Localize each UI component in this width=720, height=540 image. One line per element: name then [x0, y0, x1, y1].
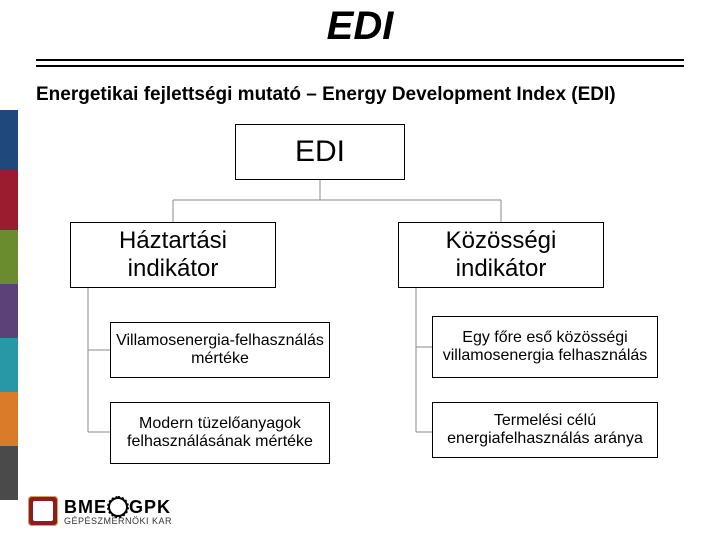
logo-bme: BME: [64, 498, 107, 516]
color-tab: [0, 110, 18, 170]
node-household: Háztartási indikátor: [70, 222, 276, 288]
node-community: Közösségi indikátor: [398, 222, 604, 288]
side-color-tabs: [0, 110, 18, 500]
color-tab: [0, 284, 18, 338]
color-tab: [0, 338, 18, 392]
footer-logo: BME GPK GÉPÉSZMÉRNÖKI KAR: [28, 496, 172, 526]
slide-title: EDI: [0, 4, 720, 49]
crest-icon: [28, 496, 58, 526]
logo-text: BME GPK GÉPÉSZMÉRNÖKI KAR: [64, 497, 172, 526]
color-tab: [0, 170, 18, 230]
color-tab: [0, 230, 18, 284]
color-tab: [0, 392, 18, 446]
title-rule-1: [36, 59, 684, 61]
node-root: EDI: [235, 124, 405, 180]
title-rule-2: [36, 65, 684, 67]
gear-icon: [108, 497, 128, 517]
color-tab: [0, 446, 18, 500]
logo-gpk: GPK: [129, 498, 171, 516]
slide: EDI Energetikai fejlettségi mutató – Ene…: [0, 0, 720, 540]
node-modern-fuels: Modern tüzelőanyagok felhasználásának mé…: [110, 402, 330, 464]
logo-faculty: GÉPÉSZMÉRNÖKI KAR: [64, 517, 172, 526]
subtitle: Energetikai fejlettségi mutató – Energy …: [36, 84, 684, 106]
node-per-capita-elec: Egy főre eső közösségi villamosenergia f…: [432, 316, 658, 378]
node-electricity-use: Villamosenergia-felhasználás mértéke: [110, 322, 330, 378]
node-production-share: Termelési célú energiafelhasználás arány…: [432, 402, 658, 458]
